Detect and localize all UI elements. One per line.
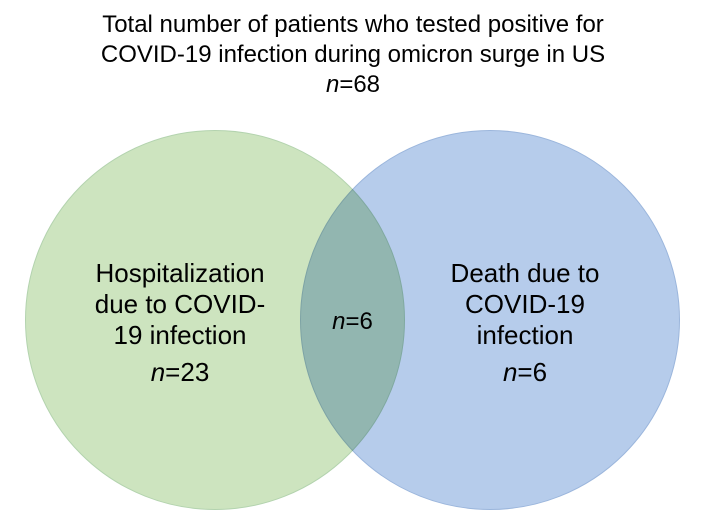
left-label-line-1: Hospitalization [60,258,300,289]
title-n: n=68 [0,70,706,100]
right-label-line-2: COVID-19 [405,289,645,320]
right-n-value: =6 [517,357,547,387]
right-label-n: n=6 [405,357,645,388]
left-n-symbol: n [151,357,165,387]
title-line-1: Total number of patients who tested posi… [0,10,706,40]
left-n-value: =23 [165,357,209,387]
right-label-line-1: Death due to [405,258,645,289]
venn-diagram-container: Total number of patients who tested posi… [0,0,706,515]
diagram-title: Total number of patients who tested posi… [0,10,706,100]
left-label-line-3: 19 infection [60,320,300,351]
left-label-line-2: due to COVID- [60,289,300,320]
overlap-label: n=6 [313,308,393,336]
title-n-value: =68 [339,71,380,98]
title-line-2: COVID-19 infection during omicron surge … [0,40,706,70]
right-circle-label: Death due to COVID-19 infection n=6 [405,258,645,389]
left-circle-label: Hospitalization due to COVID- 19 infecti… [60,258,300,389]
overlap-n-value: =6 [345,308,372,335]
left-label-n: n=23 [60,357,300,388]
right-label-line-3: infection [405,320,645,351]
right-n-symbol: n [503,357,517,387]
title-n-symbol: n [326,71,339,98]
overlap-n-symbol: n [332,308,345,335]
